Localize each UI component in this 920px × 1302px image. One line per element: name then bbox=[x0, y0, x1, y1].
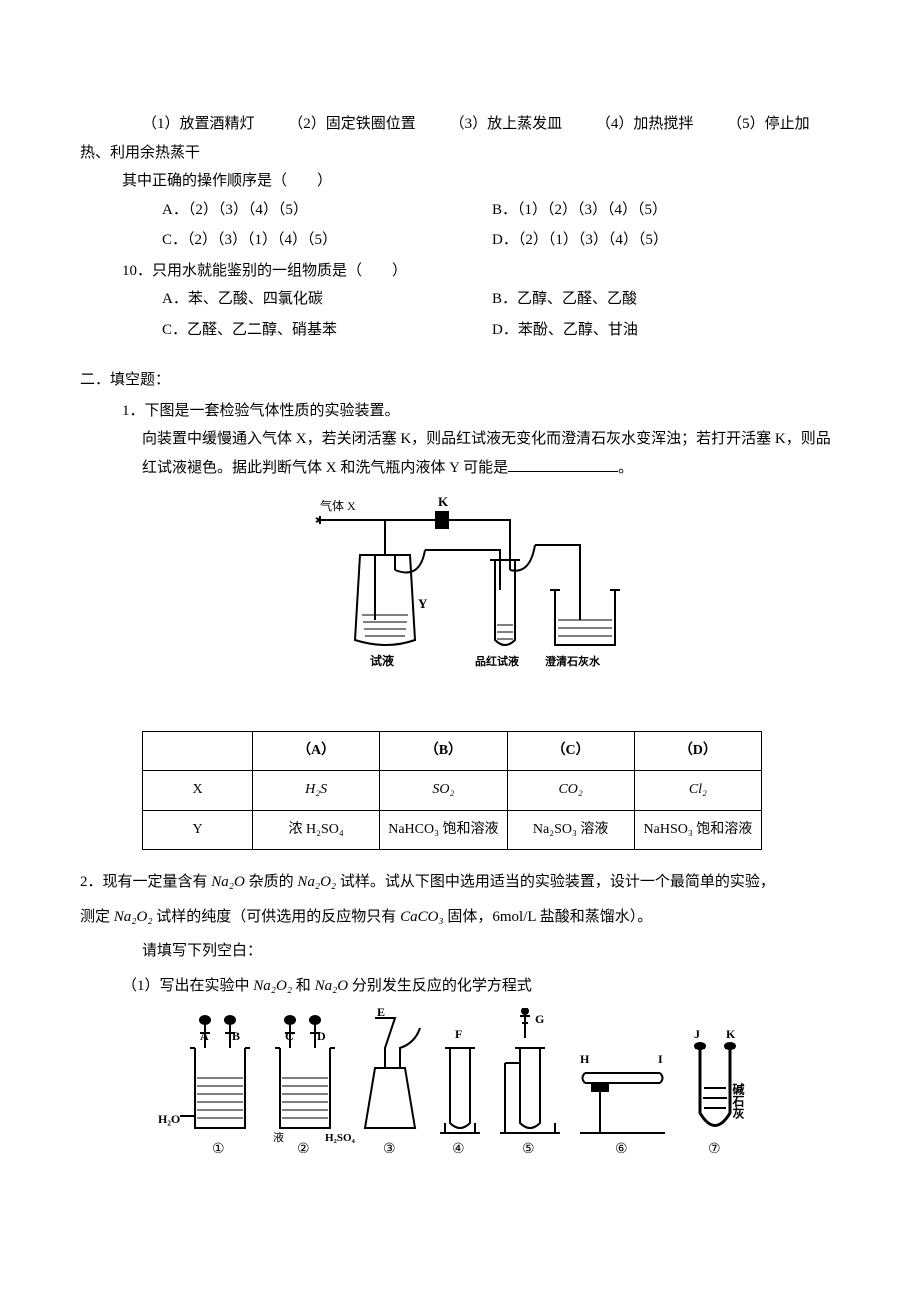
cell-ya: 浓 H₂SO₄ bbox=[253, 810, 380, 850]
table-header-row: （A） （B） （C） （D） bbox=[143, 731, 762, 771]
label-k: K bbox=[438, 494, 449, 509]
q2-sub1: （1）写出在实验中 Na₂O₂ 和 Na₂O 分别发生反应的化学方程式 bbox=[80, 972, 840, 1001]
lbl-c3: ③ bbox=[383, 1142, 396, 1157]
lbl-last: 碱石灰 bbox=[731, 1082, 745, 1120]
q2-l2c: 固体，6mol/L 盐酸和蒸馏水）。 bbox=[447, 909, 652, 925]
s2-q1b: 向装置中缓慢通入气体 X，若关闭活塞 K，则品红试液无变化而澄清石灰水变浑浊；若… bbox=[80, 425, 840, 482]
q2-fillprompt: 请填写下列空白： bbox=[80, 937, 840, 966]
s2-q1b-suffix: 。 bbox=[618, 460, 633, 476]
lbl-h2o: H₂O bbox=[158, 1112, 180, 1126]
cell-xd: Cl₂ bbox=[689, 782, 707, 797]
lbl-F: F bbox=[455, 1027, 462, 1041]
opt-d: D．（2）（1）（3）（4）（5） bbox=[492, 226, 840, 255]
rowhdr-x: X bbox=[143, 771, 253, 811]
label-bot2: 品红试液 bbox=[475, 654, 520, 668]
cell-xb: SO₂ bbox=[432, 782, 454, 797]
th-d: （D） bbox=[634, 731, 761, 771]
opt-a: A．（2）（3）（4）（5） bbox=[162, 196, 492, 225]
q2-l2a: 测定 bbox=[80, 909, 114, 925]
q2-s1-f2: Na₂O₂ bbox=[253, 978, 292, 994]
lbl-G: G bbox=[535, 1012, 544, 1026]
label-bot3: 澄清石灰水 bbox=[545, 654, 601, 668]
q2-f2: Na₂O₂ bbox=[297, 874, 336, 890]
lbl-A: A bbox=[200, 1029, 209, 1043]
lbl-C: C bbox=[285, 1029, 294, 1043]
q10-d: D．苯酚、乙醇、甘油 bbox=[492, 316, 840, 345]
q2-l2b: 试样的纯度（可供选用的反应物只有 bbox=[156, 909, 400, 925]
step5a: （5）停止加 bbox=[727, 116, 810, 132]
lbl-D: D bbox=[317, 1029, 326, 1043]
gas-apparatus-svg: 气体 X K Y 试液 品红试液 bbox=[280, 490, 640, 710]
lbl-c1: ① bbox=[212, 1142, 225, 1157]
step1: （1）放置酒精灯 bbox=[142, 116, 255, 132]
step4: （4）加热搅拌 bbox=[596, 116, 694, 132]
options-row-1: A．（2）（3）（4）（5） B．（1）（2）（3）（4）（5） bbox=[80, 196, 840, 225]
th-blank bbox=[143, 731, 253, 771]
diagram-2: A B H₂O ① C D ② 液 H₂SO₄ bbox=[80, 1008, 840, 1189]
opt-b: B．（1）（2）（3）（4）（5） bbox=[492, 196, 840, 225]
rowhdr-y: Y bbox=[143, 810, 253, 850]
q10-a: A．苯、乙酸、四氯化碳 bbox=[162, 285, 492, 314]
th-a: （A） bbox=[253, 731, 380, 771]
lbl-h2so4: H₂SO₄ bbox=[325, 1132, 356, 1144]
lbl-c6: ⑥ bbox=[615, 1142, 628, 1157]
cell-yc: Na₂SO₃ 溶液 bbox=[507, 810, 634, 850]
cell-xc: CO₂ bbox=[558, 782, 582, 797]
equipment-svg: A B H₂O ① C D ② 液 H₂SO₄ bbox=[150, 1008, 770, 1178]
q10-stem: 10．只用水就能鉴别的一组物质是（ ） bbox=[80, 257, 840, 286]
s2-q1a: 1．下图是一套检验气体性质的实验装置。 bbox=[80, 397, 840, 426]
lbl-H: H bbox=[580, 1052, 590, 1066]
th-c: （C） bbox=[507, 731, 634, 771]
cell-yd: NaHSO₃ 饱和溶液 bbox=[634, 810, 761, 850]
q10-row2: C．乙醛、乙二醇、硝基苯 D．苯酚、乙醇、甘油 bbox=[80, 316, 840, 345]
table-row-y: Y 浓 H₂SO₄ NaHCO₃ 饱和溶液 Na₂SO₃ 溶液 NaHSO₃ 饱… bbox=[143, 810, 762, 850]
q2-s1mid: 和 bbox=[296, 978, 315, 994]
q10-c: C．乙醛、乙二醇、硝基苯 bbox=[162, 316, 492, 345]
lbl-c2: ② bbox=[297, 1142, 310, 1157]
q2-s1-f1: Na₂O bbox=[315, 978, 349, 994]
step2: （2）固定铁圈位置 bbox=[288, 116, 416, 132]
q2-s1b: 分别发生反应的化学方程式 bbox=[352, 978, 532, 994]
q2-f1: Na₂O bbox=[211, 874, 245, 890]
lbl-c4: ④ bbox=[452, 1142, 465, 1157]
options-row-2: C．（2）（3）（1）（4）（5） D．（2）（1）（3）（4）（5） bbox=[80, 226, 840, 255]
label-bot1: 试液 bbox=[370, 653, 394, 668]
label-gasx: 气体 X bbox=[320, 498, 356, 513]
th-b: （B） bbox=[380, 731, 507, 771]
lbl-I: I bbox=[658, 1052, 663, 1066]
lbl-J: J bbox=[694, 1027, 700, 1041]
q2-f3: CaCO₃ bbox=[400, 909, 444, 925]
step3: （3）放上蒸发皿 bbox=[450, 116, 563, 132]
cell-xa: H₂S bbox=[305, 782, 327, 797]
q2-c: 试样。试从下图中选用适当的实验装置，设计一个最简单的实验， bbox=[340, 874, 775, 890]
lbl-K: K bbox=[726, 1027, 736, 1041]
diagram-1: 气体 X K Y 试液 品红试液 bbox=[80, 490, 840, 721]
section2-title: 二．填空题： bbox=[80, 366, 840, 395]
q10-b: B．乙醇、乙醛、乙酸 bbox=[492, 285, 840, 314]
table-row-x: X H₂S SO₂ CO₂ Cl₂ bbox=[143, 771, 762, 811]
lbl-E: E bbox=[377, 1008, 385, 1019]
q2-line2: 测定 Na₂O₂ 试样的纯度（可供选用的反应物只有 CaCO₃ 固体，6mol/… bbox=[80, 903, 840, 932]
answer-table: （A） （B） （C） （D） X H₂S SO₂ CO₂ Cl₂ Y 浓 H₂… bbox=[142, 731, 762, 851]
order-question: 其中正确的操作顺序是（ ） bbox=[80, 167, 840, 196]
lbl-c5: ⑤ bbox=[522, 1142, 535, 1157]
steps-line: （1）放置酒精灯 （2）固定铁圈位置 （3）放上蒸发皿 （4）加热搅拌 （5）停… bbox=[80, 110, 840, 139]
q2-s1a: （1）写出在实验中 bbox=[122, 978, 253, 994]
s2-q1b-text: 向装置中缓慢通入气体 X，若关闭活塞 K，则品红试液无变化而澄清石灰水变浑浊；若… bbox=[142, 431, 831, 476]
lbl-liq: 液 bbox=[273, 1130, 284, 1144]
lbl-c7: ⑦ bbox=[708, 1142, 721, 1157]
label-y: Y bbox=[418, 596, 428, 611]
q2-line1: 2．现有一定量含有 Na₂O 杂质的 Na₂O₂ 试样。试从下图中选用适当的实验… bbox=[80, 868, 840, 897]
lbl-B: B bbox=[232, 1029, 240, 1043]
cell-yb: NaHCO₃ 饱和溶液 bbox=[380, 810, 507, 850]
q2-l2-f2: Na₂O₂ bbox=[114, 909, 153, 925]
q2-b: 杂质的 bbox=[249, 874, 298, 890]
blank-fill[interactable] bbox=[508, 458, 618, 472]
opt-c: C．（2）（3）（1）（4）（5） bbox=[162, 226, 492, 255]
q10-row1: A．苯、乙酸、四氯化碳 B．乙醇、乙醛、乙酸 bbox=[80, 285, 840, 314]
q2-a: 2．现有一定量含有 bbox=[80, 874, 211, 890]
step5b: 热、利用余热蒸干 bbox=[80, 139, 840, 168]
